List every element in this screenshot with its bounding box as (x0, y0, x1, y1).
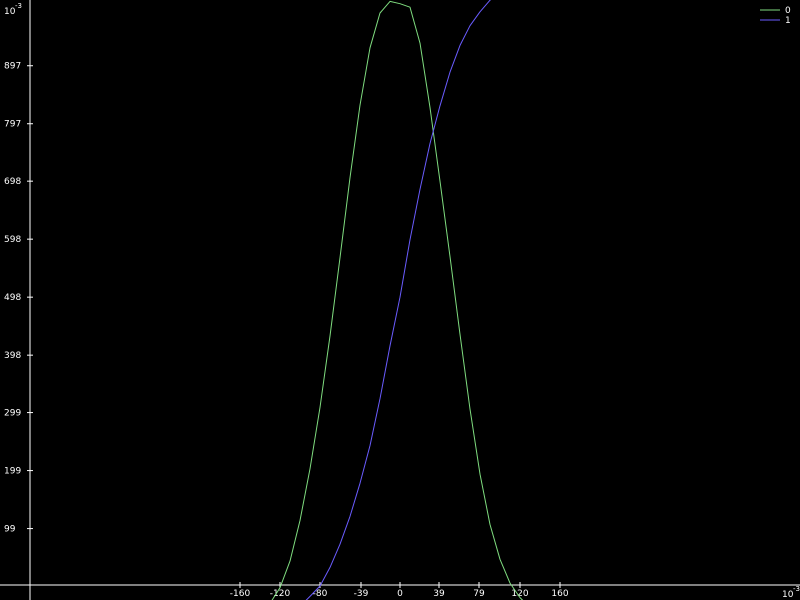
x-tick-label: 160 (551, 589, 568, 599)
y-scale-exponent: -3 (15, 2, 22, 10)
legend-label-0: 0 (785, 6, 791, 16)
series-layer (271, 0, 524, 600)
x-tick-label: 39 (433, 589, 445, 599)
y-scale-label: 10 -3 (4, 2, 22, 17)
legend-label-1: 1 (785, 16, 791, 26)
y-tick-label: 199 (4, 467, 21, 477)
x-tick-label: -39 (354, 589, 369, 599)
legend-item-0: 0 (760, 6, 791, 16)
y-tick-label: 897 (4, 62, 21, 72)
series-line-1 (305, 0, 492, 600)
x-tick-label: -120 (270, 589, 291, 599)
y-tick-label: 598 (4, 235, 21, 245)
y-ticks: 99 199 299 398 498 598 698 797 897 (4, 62, 33, 535)
legend-item-1: 1 (760, 16, 791, 26)
y-scale-base: 10 (4, 7, 16, 17)
x-tick-label: 120 (511, 589, 528, 599)
y-tick-label: 698 (4, 177, 21, 187)
x-tick-label: 79 (473, 589, 485, 599)
x-tick-label: 0 (397, 589, 403, 599)
legend: 0 1 (760, 6, 791, 26)
x-scale-base: 10 (782, 590, 794, 600)
series-line-0 (271, 0, 524, 600)
x-scale-label: 10 -3 (782, 585, 800, 600)
y-tick-label: 498 (4, 293, 21, 303)
y-tick-label: 398 (4, 351, 21, 361)
y-tick-label: 797 (4, 120, 21, 130)
x-tick-label: -160 (230, 589, 251, 599)
x-ticks: -160 -120 -80 -39 0 39 79 120 160 (230, 582, 569, 599)
x-tick-label: -80 (313, 589, 328, 599)
y-tick-label: 299 (4, 409, 21, 419)
x-scale-exponent: -3 (793, 585, 800, 593)
y-tick-label: 99 (4, 525, 16, 535)
